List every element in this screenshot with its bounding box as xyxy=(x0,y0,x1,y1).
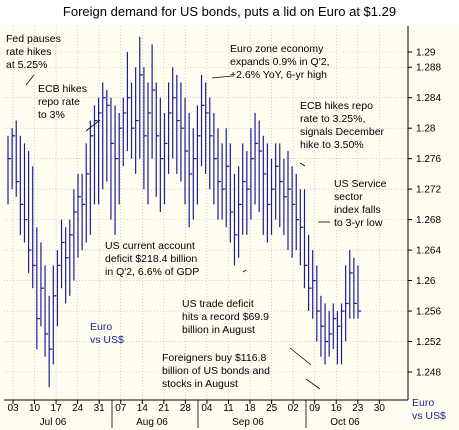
annotation-text: ECB hikes repo xyxy=(300,100,373,112)
y-tick-label: 1.276 xyxy=(416,154,441,165)
y-tick-label: 1.26 xyxy=(416,276,436,287)
annotation-text: hits a record $69.9 xyxy=(182,311,269,323)
y-tick-label: 1.268 xyxy=(416,215,441,226)
x-tick-label: 11 xyxy=(223,403,234,414)
annotation-text: repo rate xyxy=(38,96,80,108)
x-tick-label: 31 xyxy=(94,403,106,414)
annotation-text: at 5.25% xyxy=(6,59,47,71)
annotation-text: index falls xyxy=(334,204,381,216)
x-tick-label: 17 xyxy=(51,403,63,414)
annotation-text: US trade deficit xyxy=(182,298,254,310)
annotation-text: +2.6% YoY, 6-yr high xyxy=(230,69,327,81)
x-tick-label: 30 xyxy=(374,403,386,414)
x-tick-label: 21 xyxy=(158,403,170,414)
annotation-text: Foreigners buy $116.8 xyxy=(162,352,266,364)
series-label-right: Euro xyxy=(412,397,434,409)
annotation-pointer xyxy=(85,119,101,132)
annotation-pointer xyxy=(211,75,233,79)
x-tick-label: 24 xyxy=(72,403,84,414)
x-tick-label: 18 xyxy=(244,403,256,414)
month-label: Sep 06 xyxy=(232,417,264,428)
x-tick-label: 16 xyxy=(331,403,343,414)
annotation-text: US Service xyxy=(334,178,387,190)
annotation-text: sector xyxy=(334,191,363,203)
annotation-text: to 3-yr low xyxy=(334,217,383,229)
x-tick-label: 28 xyxy=(180,403,192,414)
y-tick-label: 1.28 xyxy=(416,124,436,135)
annotation-text: to 3% xyxy=(38,109,65,121)
annotation-pointer xyxy=(242,269,247,273)
x-tick-label: 03 xyxy=(7,403,19,414)
x-tick-label: 02 xyxy=(288,403,300,414)
x-tick-label: 14 xyxy=(137,403,149,414)
series-label-inline: vs US$ xyxy=(90,334,124,346)
annotation-text: ECB hikes xyxy=(38,83,87,95)
annotation-text: Fed pauses xyxy=(6,33,61,45)
month-label: Jul 06 xyxy=(40,417,67,428)
y-tick-label: 1.248 xyxy=(416,368,441,379)
series-label-inline: Euro xyxy=(90,321,112,333)
month-label: Oct 06 xyxy=(330,417,360,428)
y-tick-label: 1.256 xyxy=(416,307,441,318)
chart-title: Foreign demand for US bonds, puts a lid … xyxy=(62,4,397,19)
annotation-text: billion of US bonds and xyxy=(162,365,270,377)
annotation-text: Euro zone economy xyxy=(230,43,324,55)
annotation-text: hike to 3.50% xyxy=(300,139,364,151)
x-tick-label: 25 xyxy=(266,403,278,414)
y-tick-label: 1.264 xyxy=(416,246,441,257)
y-tick-label: 1.252 xyxy=(416,337,441,348)
x-tick-label: 07 xyxy=(115,403,127,414)
annotation-pointer xyxy=(289,347,312,366)
series-label-right: vs US$ xyxy=(412,410,446,422)
y-tick-label: 1.29 xyxy=(416,48,436,59)
annotation-pointer xyxy=(305,378,321,390)
annotation-pointer xyxy=(25,74,35,86)
y-tick-label: 1.284 xyxy=(416,93,441,104)
month-label: Aug 06 xyxy=(136,417,168,428)
annotation-text: billion in August xyxy=(182,324,255,336)
annotation-text: signals December xyxy=(300,126,385,138)
annotation-text: deficit $218.4 billion xyxy=(105,253,197,265)
annotation-text: US current account xyxy=(105,240,195,252)
x-tick-label: 23 xyxy=(352,403,364,414)
y-tick-label: 1.288 xyxy=(416,63,441,74)
annotation-text: expands 0.9% in Q'2, xyxy=(230,56,329,68)
annotation-pointer xyxy=(299,162,306,167)
annotation-text: rate to 3.25%, xyxy=(300,113,365,125)
x-tick-label: 09 xyxy=(309,403,321,414)
plot-background xyxy=(0,24,459,430)
x-tick-label: 04 xyxy=(201,403,213,414)
annotation-text: in Q'2, 6.6% of GDP xyxy=(105,266,199,278)
annotation-text: rate hikes xyxy=(6,46,52,58)
y-tick-label: 1.272 xyxy=(416,185,441,196)
x-tick-label: 10 xyxy=(29,403,41,414)
annotation-text: stocks in August xyxy=(162,378,238,390)
